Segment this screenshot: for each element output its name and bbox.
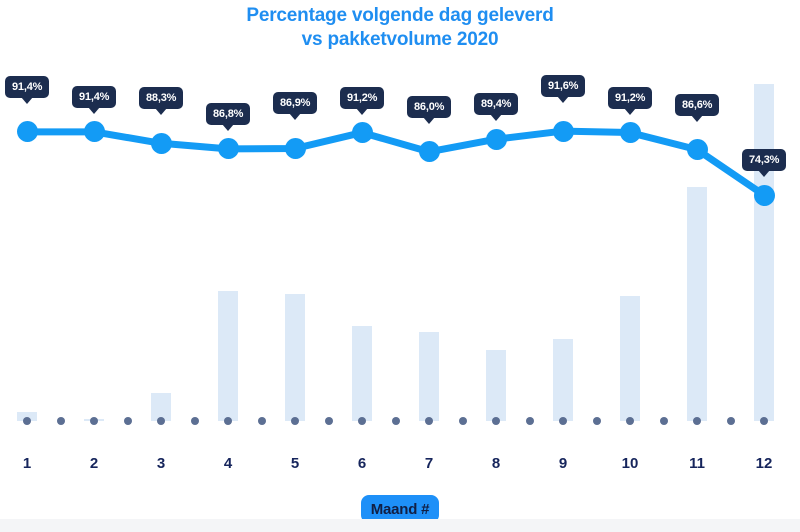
baseline-dot bbox=[190, 417, 199, 425]
x-tick-5: 5 bbox=[290, 455, 300, 472]
baseline-dot bbox=[358, 417, 366, 425]
chart-title: Percentage volgende dag geleverd vs pakk… bbox=[0, 4, 800, 52]
bar-month-9 bbox=[553, 338, 573, 421]
baseline-dot bbox=[626, 417, 634, 425]
data-label-month-1: 91,4% bbox=[5, 75, 50, 104]
bar-month-8 bbox=[486, 349, 506, 421]
baseline-dot bbox=[425, 417, 433, 425]
bar-month-6 bbox=[352, 326, 372, 421]
data-label-month-4: 86,8% bbox=[206, 102, 251, 131]
baseline-dot bbox=[257, 417, 266, 425]
line-marker-month-9[interactable] bbox=[552, 120, 574, 142]
x-axis-title-pill: Maand # bbox=[361, 495, 439, 523]
line-marker-month-8[interactable] bbox=[485, 128, 507, 150]
x-tick-8: 8 bbox=[491, 455, 501, 472]
data-label-month-9: 91,6% bbox=[541, 75, 586, 104]
line-marker-month-7[interactable] bbox=[418, 141, 440, 163]
baseline-dot bbox=[23, 417, 31, 425]
chart-title-line-1: Percentage volgende dag geleverd bbox=[246, 5, 554, 26]
data-label-month-5: 86,9% bbox=[273, 92, 318, 121]
data-label-month-12: 74,3% bbox=[742, 149, 787, 178]
baseline-dot bbox=[157, 417, 165, 425]
x-tick-2: 2 bbox=[89, 455, 99, 472]
baseline-dot bbox=[592, 417, 601, 425]
x-tick-10: 10 bbox=[621, 455, 639, 472]
line-marker-month-2[interactable] bbox=[83, 121, 105, 143]
baseline-dot bbox=[123, 417, 132, 425]
x-tick-6: 6 bbox=[357, 455, 367, 472]
bar-month-3 bbox=[151, 392, 171, 421]
data-label-month-11: 86,6% bbox=[675, 93, 720, 122]
line-marker-month-6[interactable] bbox=[351, 122, 373, 144]
bar-month-11 bbox=[687, 186, 707, 421]
bar-month-1 bbox=[17, 411, 37, 421]
x-tick-11: 11 bbox=[689, 455, 705, 472]
baseline-dot bbox=[458, 417, 467, 425]
data-label-month-7: 86,0% bbox=[407, 95, 452, 124]
data-label-month-10: 91,2% bbox=[608, 86, 653, 115]
baseline-dot bbox=[559, 417, 567, 425]
baseline-dot bbox=[291, 417, 299, 425]
line-marker-month-12[interactable] bbox=[753, 184, 775, 206]
line-marker-month-11[interactable] bbox=[686, 139, 708, 161]
x-tick-7: 7 bbox=[424, 455, 434, 472]
x-tick-9: 9 bbox=[558, 455, 568, 472]
baseline-dot bbox=[760, 417, 768, 425]
x-tick-1: 1 bbox=[22, 455, 32, 472]
line-marker-month-4[interactable] bbox=[217, 138, 239, 160]
baseline-dot bbox=[224, 417, 232, 425]
baseline-dot bbox=[492, 417, 500, 425]
x-tick-4: 4 bbox=[223, 455, 233, 472]
bar-month-4 bbox=[218, 291, 238, 421]
x-tick-12: 12 bbox=[755, 455, 773, 472]
baseline-dot bbox=[726, 417, 735, 425]
baseline-dot bbox=[90, 417, 98, 425]
chart-title-line-2: vs pakketvolume 2020 bbox=[301, 29, 499, 50]
line-series-percentage bbox=[23, 127, 768, 199]
bottom-strip bbox=[0, 519, 800, 532]
data-label-month-6: 91,2% bbox=[340, 86, 385, 115]
baseline-dot bbox=[659, 417, 668, 425]
baseline-dot bbox=[525, 417, 534, 425]
bar-month-7 bbox=[419, 332, 439, 421]
line-path bbox=[23, 127, 768, 199]
data-label-month-2: 91,4% bbox=[72, 85, 117, 114]
line-marker-month-3[interactable] bbox=[150, 132, 172, 154]
bar-month-10 bbox=[620, 296, 640, 421]
data-label-month-3: 88,3% bbox=[139, 87, 184, 116]
baseline-dot bbox=[391, 417, 400, 425]
plot-area: 91,4% 91,4% 88,3% 86,8% 86,9% 91,2% 86,0% 89,4%… bbox=[5, 75, 787, 425]
line-marker-month-5[interactable] bbox=[284, 137, 306, 159]
line-marker-month-1[interactable] bbox=[16, 121, 38, 143]
x-tick-3: 3 bbox=[156, 455, 166, 472]
baseline-dot bbox=[56, 417, 65, 425]
baseline-dot bbox=[324, 417, 333, 425]
line-marker-month-10[interactable] bbox=[619, 122, 641, 144]
data-label-month-8: 89,4% bbox=[474, 93, 519, 122]
bar-month-5 bbox=[285, 294, 305, 421]
baseline-dot bbox=[693, 417, 701, 425]
